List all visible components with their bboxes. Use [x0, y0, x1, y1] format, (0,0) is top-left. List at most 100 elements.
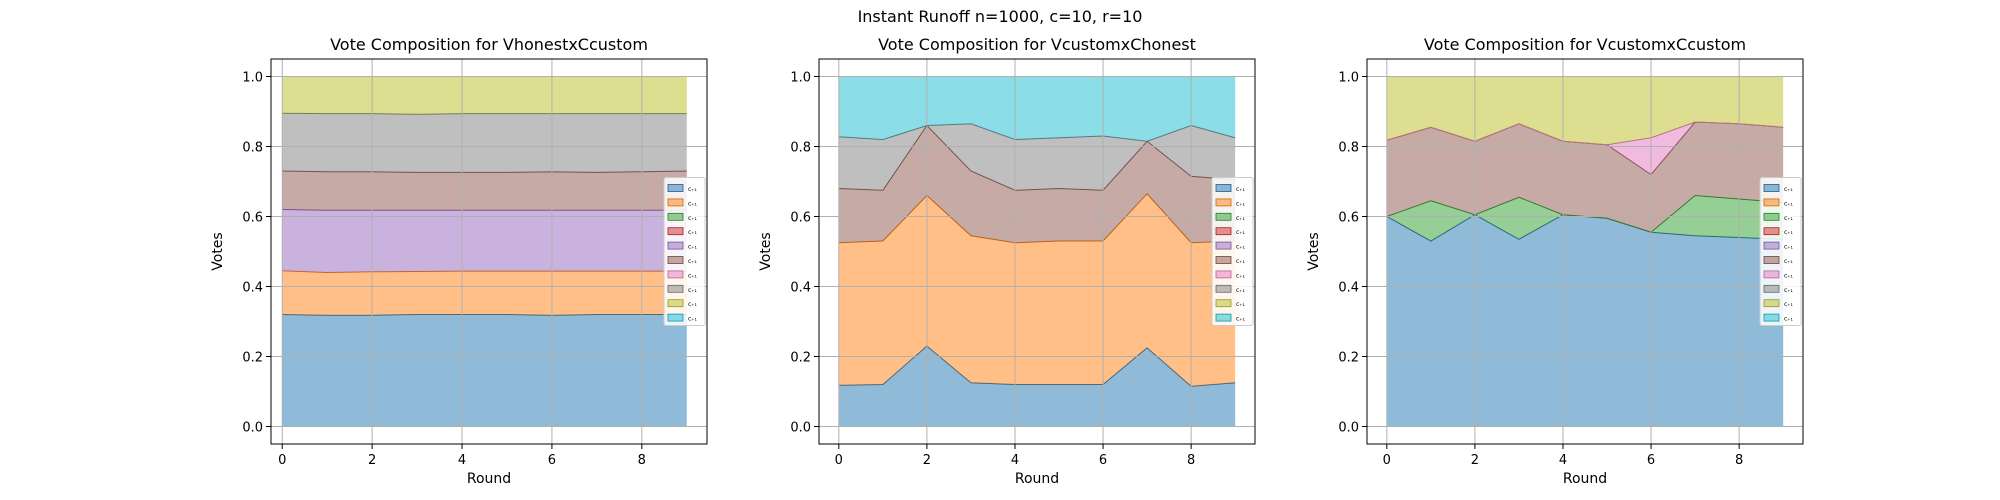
x-tick-label: 4	[458, 453, 466, 468]
x-tick-label: 8	[1187, 453, 1195, 468]
legend-swatch	[1763, 241, 1780, 250]
subplot-3: Vote Composition for VcustomxCcustom 0 2 4 6…	[1306, 35, 1804, 487]
area-series-2	[838, 193, 1236, 387]
y-tick-label: 0.8	[1338, 141, 1359, 156]
legend-entry-label: c₊₁	[1236, 186, 1245, 193]
axes-frame	[818, 58, 1256, 445]
grid	[271, 59, 707, 444]
legend-swatch	[667, 212, 684, 221]
stacked-areas	[1386, 76, 1784, 427]
y-tick-label: 1.0	[242, 71, 263, 86]
legend-swatch	[1215, 212, 1232, 221]
y-tick-label: 0.2	[1338, 351, 1359, 366]
legend-entry-label: c₊₁	[1236, 301, 1245, 308]
legend-entry-label: c₊₁	[1236, 272, 1245, 279]
legend-swatch	[1215, 270, 1232, 279]
legend-entry-label: c₊₁	[688, 186, 697, 193]
area-series-6	[282, 171, 687, 211]
y-tick-label: 1.0	[790, 71, 811, 86]
legend-swatch	[667, 256, 684, 264]
legend-swatch	[1215, 184, 1232, 192]
y-tick-label: 0.6	[790, 211, 811, 226]
legend-entry-label: c₊₁	[688, 200, 697, 207]
legend-entry-label: c₊₁	[1236, 258, 1245, 265]
legend-swatch	[1215, 299, 1232, 308]
legend-entry-label: c₊₁	[688, 301, 697, 308]
stacked-areas	[282, 76, 687, 427]
y-tick-label: 1.0	[1338, 71, 1359, 86]
legend-entry-label: c₊₁	[1784, 258, 1793, 265]
legend-entry-label: c₊₁	[688, 244, 697, 251]
legend-swatch	[1763, 313, 1780, 322]
area-series-1	[1386, 214, 1784, 427]
legend-entry-label: c₊₁	[1236, 229, 1245, 236]
x-tick-label: 6	[548, 453, 556, 468]
subplot-1: Vote Composition for VhonestxCcustom 0 2 4 6…	[210, 35, 708, 487]
area-series-5	[282, 209, 687, 273]
subplot-title: Vote Composition for VcustomxChonest	[878, 35, 1196, 54]
legend-entry-label: c₊₁	[688, 272, 697, 279]
legend-swatch	[1763, 284, 1780, 293]
legend-swatch	[1763, 227, 1780, 236]
legend-entry-label: c₊₁	[1784, 215, 1793, 222]
legend-swatch	[1763, 299, 1780, 308]
legend-entry-label: c₊₁	[1236, 316, 1245, 323]
axes-frame	[270, 58, 708, 445]
legend-entry-label: c₊₁	[1236, 287, 1245, 294]
legend-swatch	[1215, 284, 1232, 293]
legend-swatch	[1215, 313, 1232, 322]
x-axis-label: Round	[1015, 471, 1059, 487]
x-tick-label: 4	[1011, 453, 1019, 468]
legend-swatch	[1763, 270, 1780, 279]
x-axis-label: Round	[1563, 471, 1607, 487]
area-series-9	[1386, 76, 1784, 145]
legend-entry-label: c₊₁	[1236, 215, 1245, 222]
x-tick-label: 0	[278, 453, 286, 468]
legend-swatch	[667, 313, 684, 322]
x-tick-label: 8	[1735, 453, 1743, 468]
legend-swatch	[1215, 241, 1232, 250]
y-tick-label: 0.6	[1338, 211, 1359, 226]
legend-entry-label: c₊₁	[1784, 244, 1793, 251]
area-series-1	[838, 346, 1236, 427]
subplot-title: Vote Composition for VcustomxCcustom	[1424, 35, 1746, 54]
area-series-6	[838, 125, 1236, 243]
y-tick-label: 0.2	[242, 351, 263, 366]
area-series-9	[282, 76, 687, 115]
legend-entry-label: c₊₁	[1784, 186, 1793, 193]
x-tick-label: 2	[368, 453, 376, 468]
y-tick-label: 0.4	[1338, 281, 1359, 296]
figure-suptitle: Instant Runoff n=1000, c=10, r=10	[858, 7, 1143, 26]
legend-swatch	[1215, 227, 1232, 236]
area-series-1	[282, 314, 687, 427]
legend-entry-label: c₊₁	[1784, 301, 1793, 308]
legend-entry-label: c₊₁	[1784, 287, 1793, 294]
legend-entry-label: c₊₁	[1784, 316, 1793, 323]
legend-swatch	[1215, 256, 1232, 264]
y-tick-label: 0.8	[790, 141, 811, 156]
area-series-8	[282, 113, 687, 173]
y-axis-label: Votes	[758, 232, 774, 270]
legend: c₊₁ c₊₁ c₊₁ c₊₁ c₊₁ c₊₁ c₊₁ c₊₁ c₊₁ c₊₁	[663, 177, 706, 326]
area-series-10	[838, 76, 1236, 142]
stacked-areas	[838, 76, 1236, 427]
y-tick-label: 0.0	[1338, 421, 1359, 436]
y-tick-label: 0.4	[242, 281, 263, 296]
legend-swatch	[1763, 184, 1780, 192]
area-series-6	[1386, 122, 1784, 233]
legend-entry-label: c₊₁	[1236, 244, 1245, 251]
x-tick-label: 6	[1099, 453, 1107, 468]
y-tick-label: 0.6	[242, 211, 263, 226]
grid	[819, 59, 1255, 444]
grid	[1367, 59, 1803, 444]
x-tick-label: 4	[1559, 453, 1567, 468]
legend-swatch	[667, 270, 684, 279]
legend-entry-label: c₊₁	[688, 316, 697, 323]
x-tick-label: 0	[835, 453, 843, 468]
x-tick-label: 2	[923, 453, 931, 468]
x-tick-label: 2	[1471, 453, 1479, 468]
legend-swatch	[667, 184, 684, 192]
x-axis-label: Round	[467, 471, 511, 487]
subplot-title: Vote Composition for VhonestxCcustom	[330, 35, 648, 54]
